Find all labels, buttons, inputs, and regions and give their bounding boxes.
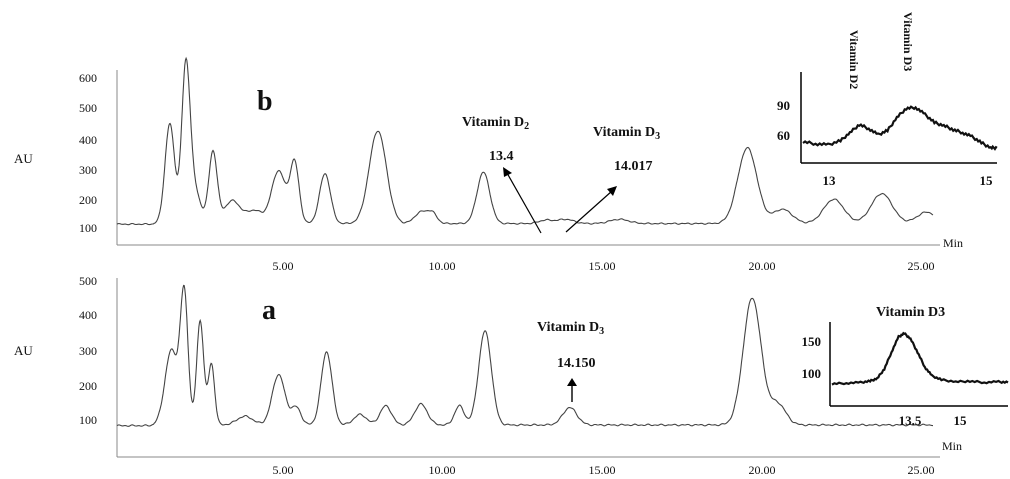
inset-a-x-tick: 13.5	[899, 413, 922, 428]
inset-a-xlabel: Min	[942, 439, 962, 453]
panel-b-y-tick: 200	[79, 193, 97, 207]
panel-b-y-tick: 600	[79, 71, 97, 85]
panel-a-x-tick: 15.00	[589, 463, 616, 477]
inset-a-y-tick: 150	[802, 334, 822, 349]
panel-a-x-tick: 20.00	[749, 463, 776, 477]
panel-b-x-tick: 10.00	[429, 259, 456, 273]
inset-b-x-tick: 13	[823, 173, 837, 188]
panel-a-x-ticks: 5.00 10.00 15.00 20.00 25.00	[273, 463, 935, 477]
inset-b-y-tick: 90	[777, 98, 790, 113]
inset-b-peak-label-d3: Vitamin D3	[901, 12, 915, 71]
panel-a-chromatogram-trace	[116, 284, 933, 427]
inset-b-x-tick: 15	[980, 173, 994, 188]
panel-b: AU b 100 200 300 400 500 600 5.00 10.00 …	[14, 12, 998, 273]
panel-a-y-tick: 200	[79, 379, 97, 393]
panel-b-inset: 90 60 13 15 Vitamin D2 Vitamin D3	[777, 12, 998, 188]
panel-b-y-ticks: 100 200 300 400 500 600	[79, 71, 97, 235]
inset-b-y-tick: 60	[777, 128, 790, 143]
panel-a-annotation-d3-name: Vitamin D3	[537, 320, 604, 337]
panel-a: AU a 100 200 300 400 500 5.00 10.00 15.0…	[14, 274, 1009, 477]
panel-b-x-tick: 20.00	[749, 259, 776, 273]
panel-b-ylabel: AU	[14, 151, 33, 166]
panel-a-inset: Vitamin D3 150 100 13.5 15 Min	[802, 305, 1009, 453]
panel-a-y-tick: 300	[79, 344, 97, 358]
panel-a-y-tick: 500	[79, 274, 97, 288]
panel-b-x-tick: 5.00	[273, 259, 294, 273]
panel-a-ylabel: AU	[14, 343, 33, 358]
inset-a-y-tick: 100	[802, 366, 822, 381]
panel-b-annotation-d2-rt: 13.4	[489, 149, 514, 164]
panel-a-y-tick: 400	[79, 308, 97, 322]
inset-a-title: Vitamin D3	[876, 305, 945, 320]
panel-a-x-tick: 10.00	[429, 463, 456, 477]
panel-b-annotation-d3-name: Vitamin D3	[593, 125, 660, 142]
panel-b-x-tick: 25.00	[908, 259, 935, 273]
panel-a-x-tick: 5.00	[273, 463, 294, 477]
inset-a-trace	[831, 331, 1009, 386]
inset-a-x-tick: 15	[954, 413, 968, 428]
panel-b-chromatogram-trace	[116, 56, 934, 226]
panel-b-arrowhead-d3	[607, 186, 617, 196]
panel-b-arrowhead-d2	[503, 167, 512, 177]
panel-b-y-tick: 100	[79, 221, 97, 235]
panel-b-xlabel: Min	[943, 236, 963, 250]
panel-b-x-ticks: 5.00 10.00 15.00 20.00 25.00	[273, 259, 935, 273]
panel-b-annotation-d2-name: Vitamin D2	[462, 115, 529, 132]
panel-b-arrow-d2	[506, 172, 542, 234]
panel-b-y-tick: 400	[79, 133, 97, 147]
panel-a-y-ticks: 100 200 300 400 500	[79, 274, 97, 427]
panel-b-annotation-d3-rt: 14.017	[614, 159, 653, 174]
panel-a-x-tick: 25.00	[908, 463, 935, 477]
panel-a-letter: a	[262, 295, 276, 326]
inset-b-trace	[802, 105, 998, 151]
panel-b-letter: b	[257, 86, 273, 117]
panel-a-annotation-d3-rt: 14.150	[557, 356, 596, 371]
panel-b-y-tick: 500	[79, 101, 97, 115]
panel-b-y-tick: 300	[79, 163, 97, 177]
panel-a-arrowhead-d3	[567, 378, 577, 386]
inset-b-peak-label-d2: Vitamin D2	[847, 30, 861, 89]
panel-a-y-tick: 100	[79, 413, 97, 427]
panel-b-x-tick: 15.00	[589, 259, 616, 273]
panel-b-arrow-d3	[565, 190, 613, 233]
